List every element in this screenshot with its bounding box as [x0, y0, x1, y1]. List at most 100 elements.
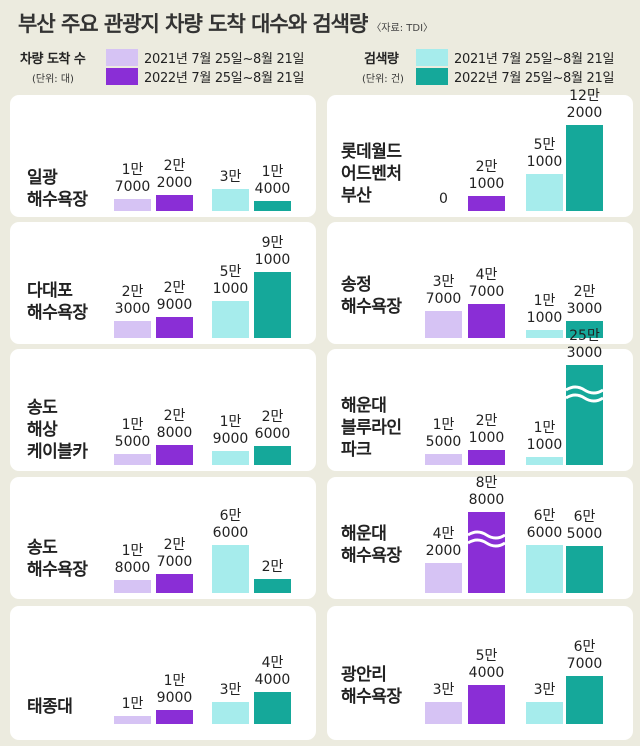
- bar-label-vehicles_2022: 5만 4000: [468, 648, 505, 682]
- legend-vehicles-unit: (단위: 대): [32, 74, 74, 85]
- bar-search_2021: [526, 174, 563, 211]
- panel-name: 광안리 해수욕장: [341, 665, 402, 707]
- bar-search_2022: [566, 124, 603, 211]
- bar-vehicles_2021: [425, 454, 462, 465]
- chart-panel: 송정 해수욕장 3만 7000 4만 7000 1만 1000 2만 3000: [327, 222, 633, 344]
- bar-vehicles_2021: [425, 311, 462, 338]
- bar-search_2022: [254, 272, 291, 338]
- bar-label-vehicles_2021: 0: [439, 191, 448, 207]
- bar-label-search_2021: 5만 1000: [212, 264, 249, 298]
- bar-label-search_2022: 4만 4000: [254, 655, 291, 689]
- legend-swatch: [106, 67, 138, 85]
- legend-vehicles-title: 차량 도착 수: [20, 52, 86, 67]
- bar-label-vehicles_2022: 2만 7000: [156, 536, 193, 570]
- bar-search_2022: [254, 200, 291, 211]
- bar-label-vehicles_2021: 2만 3000: [114, 284, 151, 318]
- bar-search_2021: [526, 545, 563, 593]
- bar-vehicles_2022: [468, 195, 505, 211]
- chart-panel: 태종대 1만 1만 9000 3만 4만 4000: [10, 606, 316, 740]
- bar-label-search_2021: 1만 1000: [526, 293, 563, 326]
- bar-label-search_2022: 9만 1000: [254, 235, 291, 269]
- legend-item: 2022년 7월 25일~8월 21일: [106, 67, 305, 86]
- bar-label-vehicles_2022: 2만 1000: [468, 158, 505, 192]
- panel-name: 다대포 해수욕장: [27, 281, 88, 323]
- panel-name: 송도 해수욕장: [27, 538, 88, 580]
- bar-label-search_2021: 3만: [533, 682, 556, 699]
- legend-swatch: [416, 48, 448, 66]
- bar-vehicles_2022: [468, 449, 505, 465]
- bar-vehicles_2021: [114, 716, 151, 724]
- legend-label: 2021년 7월 25일~8월 21일: [144, 51, 305, 67]
- legend-label: 2022년 7월 25일~8월 21일: [144, 70, 305, 86]
- bar-vehicles_2022: [468, 685, 505, 724]
- bar-search_2022: [566, 675, 603, 724]
- panel-name: 송도 해상 케이블카: [27, 398, 88, 462]
- legend-item: 2021년 7월 25일~8월 21일: [106, 48, 305, 67]
- bar-vehicles_2021: [114, 454, 151, 465]
- bar-search_2021: [212, 545, 249, 593]
- bar-label-search_2021: 5만 1000: [526, 137, 563, 171]
- legend-item: 2022년 7월 25일~8월 21일: [416, 67, 615, 86]
- chart-panel: 롯데월드 어드벤처 부산 0 2만 1000 5만 1000 12만 2000: [327, 88, 633, 217]
- bar-vehicles_2021: [114, 198, 151, 211]
- bar-label-search_2022: 2만: [261, 558, 284, 575]
- chart-panel: 해운대 블루라인 파크 1만 5000 2만 1000 1만 1000 25만 3000: [327, 328, 633, 471]
- bar-vehicles_2021: [114, 321, 151, 338]
- bar-search_2022: [254, 692, 291, 724]
- bar-label-search_2021: 1만 9000: [212, 414, 249, 448]
- chart-panel: 일광 해수욕장 1만 7000 2만 2000 3만 1만 4000: [10, 95, 316, 217]
- bar-label-vehicles_2021: 4만 2000: [425, 525, 462, 559]
- panel-name: 일광 해수욕장: [27, 168, 88, 210]
- panel-name: 해운대 블루라인 파크: [341, 396, 402, 460]
- panel-name: 해운대 해수욕장: [341, 524, 402, 566]
- bar-label-vehicles_2021: 3만 7000: [425, 274, 462, 308]
- bar-search_2021: [212, 189, 249, 211]
- bar-search_2021: [526, 330, 563, 338]
- chart-panel: 광안리 해수욕장 3만 5만 4000 3만 6만 7000: [327, 606, 633, 740]
- legend-search-unit: (단위: 건): [362, 74, 404, 85]
- panel-name: 롯데월드 어드벤처 부산: [341, 142, 402, 206]
- bar-search_2022: [254, 446, 291, 465]
- chart-panel: 송도 해수욕장 1만 8000 2만 7000 6만 6000 2만: [10, 477, 316, 599]
- chart-source: 〈자료: TDI〉: [371, 23, 434, 34]
- bar-label-search_2022: 2만 3000: [566, 284, 603, 318]
- bar-label-vehicles_2021: 1만 8000: [114, 543, 151, 577]
- bar-search_2022: [566, 365, 603, 465]
- bar-label-search_2022: 6만 7000: [566, 638, 603, 672]
- chart-panel: 송도 해상 케이블카 1만 5000 2만 8000 1만 9000 2만 6000: [10, 349, 316, 471]
- axis-break-icon: [566, 385, 603, 403]
- bar-label-vehicles_2022: 2만 2000: [156, 158, 193, 192]
- panel-name: 송정 해수욕장: [341, 275, 402, 317]
- bar-search_2022: [566, 546, 603, 593]
- bar-vehicles_2022: [156, 710, 193, 724]
- legend-swatch: [106, 48, 138, 66]
- bar-label-vehicles_2021: 1만 7000: [114, 161, 151, 195]
- bar-vehicles_2022: [156, 444, 193, 465]
- legend-swatch: [416, 67, 448, 85]
- bar-label-vehicles_2021: 3만: [432, 682, 455, 699]
- bar-label-search_2022: 25만 3000: [566, 328, 603, 361]
- bar-label-search_2021: 6만 6000: [526, 508, 563, 542]
- bar-search_2022: [566, 321, 603, 338]
- bar-label-search_2022: 1만 4000: [254, 163, 291, 197]
- chart-panel: 해운대 해수욕장 4만 2000 8만 8000 6만 6000 6만 5000: [327, 475, 633, 599]
- axis-break-icon: [468, 530, 505, 548]
- legend-label: 2022년 7월 25일~8월 21일: [454, 70, 615, 86]
- bar-label-search_2022: 2만 6000: [254, 409, 291, 443]
- bar-vehicles_2022: [468, 304, 505, 338]
- legend-label: 2021년 7월 25일~8월 21일: [454, 51, 615, 67]
- bar-label-vehicles_2021: 1만 5000: [425, 417, 462, 451]
- bar-search_2021: [212, 301, 249, 338]
- bar-vehicles_2021: [114, 580, 151, 593]
- bar-label-vehicles_2021: 1만: [121, 696, 144, 712]
- bar-label-vehicles_2022: 4만 7000: [468, 267, 505, 301]
- bar-search_2021: [526, 457, 563, 465]
- chart-title: 부산 주요 관광지 차량 도착 대수와 검색량 〈자료: TDI〉: [18, 12, 434, 36]
- bar-label-vehicles_2022: 1만 9000: [156, 673, 193, 707]
- bar-search_2022: [254, 578, 291, 593]
- bar-vehicles_2021: [425, 562, 462, 593]
- bar-label-search_2022: 6만 5000: [566, 509, 603, 543]
- bar-search_2021: [212, 702, 249, 724]
- bar-label-search_2022: 12만 2000: [566, 87, 603, 121]
- bar-label-vehicles_2022: 2만 1000: [468, 412, 505, 446]
